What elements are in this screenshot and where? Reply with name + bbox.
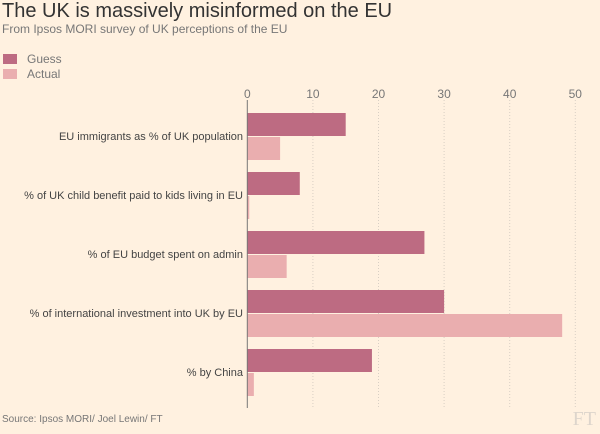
x-tick-label: 20 [372, 87, 386, 101]
bar-actual [247, 314, 563, 337]
bar-guess [247, 231, 425, 254]
legend-swatch-actual [3, 68, 17, 79]
x-tick-label: 30 [437, 87, 451, 101]
bar-guess [247, 113, 346, 136]
legend-item-actual: Actual [3, 66, 62, 81]
bar-actual [247, 137, 281, 160]
legend-label: Actual [27, 66, 61, 81]
bar-actual [247, 373, 254, 396]
legend-label: Guess [27, 51, 62, 66]
source-note: Source: Ipsos MORI/ Joel Lewin/ FT [2, 414, 163, 425]
category-label: % by China [187, 367, 244, 379]
category-label: EU immigrants as % of UK population [59, 131, 243, 143]
bar-actual [247, 255, 287, 278]
bar-actual [247, 196, 250, 219]
bar-guess [247, 290, 445, 313]
legend-item-guess: Guess [3, 51, 62, 66]
x-tick-label: 50 [569, 87, 583, 101]
bar-guess [247, 172, 300, 195]
ft-logo: FT [572, 408, 596, 430]
x-tick-label: 40 [503, 87, 517, 101]
category-label: % of UK child benefit paid to kids livin… [24, 190, 243, 202]
category-label: % of EU budget spent on admin [88, 249, 243, 261]
category-label: % of international investment into UK by… [30, 308, 243, 320]
bar-guess [247, 349, 372, 372]
x-tick-label: 0 [244, 87, 251, 101]
chart-title: The UK is massively misinformed on the E… [2, 0, 393, 22]
legend-swatch-guess [3, 53, 17, 64]
x-tick-label: 10 [306, 87, 320, 101]
legend: Guess Actual [3, 51, 62, 81]
chart-subtitle: From Ipsos MORI survey of UK perceptions… [2, 22, 288, 36]
